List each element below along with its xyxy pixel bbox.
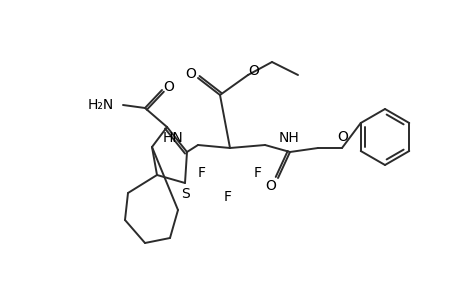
Text: O: O (265, 179, 276, 193)
Text: O: O (163, 80, 174, 94)
Text: O: O (248, 64, 259, 78)
Text: F: F (253, 166, 262, 180)
Text: HN: HN (162, 131, 183, 145)
Text: O: O (185, 67, 196, 81)
Text: H₂N: H₂N (88, 98, 114, 112)
Text: NH: NH (279, 131, 299, 145)
Text: F: F (224, 190, 231, 204)
Text: S: S (181, 187, 190, 201)
Text: O: O (337, 130, 347, 144)
Text: F: F (197, 166, 206, 180)
